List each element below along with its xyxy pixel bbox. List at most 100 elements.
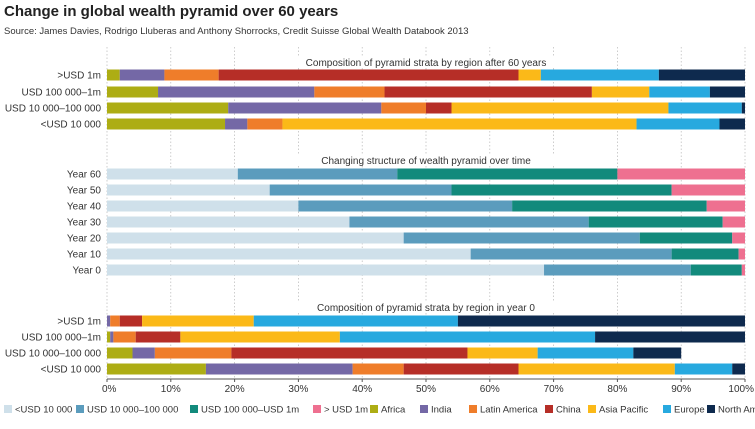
bar-segment-north-america: [457, 315, 745, 327]
bar-segment-latin-america: [110, 315, 120, 327]
legend-swatch-usd-10-000: [4, 405, 12, 413]
legend-label-latin-america: Latin America: [480, 405, 538, 416]
bar-segment-usd-100-000-usd-1m: [588, 216, 723, 228]
bar-segment-asia-pacific: [142, 315, 254, 327]
panel-title-bg: [257, 155, 595, 166]
bar-segment-europe: [674, 363, 733, 375]
row-label-year-30: Year 30: [67, 218, 102, 229]
bar-segment-usd-10-000-100-000: [403, 232, 640, 244]
bar-segment-usd-100-000-usd-1m: [690, 264, 742, 276]
bar-segment-africa: [107, 331, 111, 343]
bar-segment-usd-10-000: [107, 232, 404, 244]
bar-segment-asia-pacific: [591, 86, 650, 98]
bar-segment-north-america: [732, 363, 745, 375]
panel-title-bg: [257, 57, 595, 68]
row-label-usd-10-000-100-000: USD 10 000–100 000: [5, 104, 102, 115]
bar-segment-europe: [649, 86, 710, 98]
bar-segment-china: [384, 86, 592, 98]
row-label-year-10: Year 10: [67, 250, 102, 261]
legend-label-india: India: [431, 405, 452, 416]
bar-segment-india: [119, 69, 165, 81]
bar-segment-usd-10-000-100-000: [349, 216, 589, 228]
bar-segment-north-america: [741, 102, 745, 114]
bar-segment-usd-10-000-100-000: [470, 248, 672, 260]
row-label-usd-10-000-100-000: USD 10 000–100 000: [5, 349, 102, 360]
x-tick-label: 0%: [102, 384, 117, 395]
bar-segment-latin-america: [314, 86, 385, 98]
chart-subtitle: Source: James Davies, Rodrigo Lluberas a…: [4, 26, 469, 37]
panel-title: Composition of pyramid strata by region …: [306, 58, 547, 69]
x-tick-label: 20%: [225, 384, 245, 395]
bar-segment-usd-10-000-100-000: [269, 184, 452, 196]
bar-segment-usd-10-000: [107, 168, 238, 180]
bar-segment-latin-america: [381, 102, 426, 114]
bar-segment-usd-10-000: [107, 184, 270, 196]
x-tick-label: 90%: [671, 384, 691, 395]
bar-segment-usd-1m: [738, 248, 745, 260]
row-label-year-60: Year 60: [67, 170, 102, 181]
bar-segment-usd-1m: [706, 200, 745, 212]
bar-segment-asia-pacific: [518, 363, 675, 375]
row-label-usd-10-000: <USD 10 000: [41, 120, 102, 131]
bar-segment-china: [231, 347, 468, 359]
row-label-usd-1m: >USD 1m: [57, 71, 101, 82]
bar-segment-india: [107, 315, 111, 327]
bar-segment-usd-100-000-usd-1m: [639, 232, 733, 244]
bar-segment-india: [228, 102, 382, 114]
legend-swatch-africa: [370, 405, 378, 413]
legend-label-north-america: North America: [718, 405, 755, 416]
bar-segment-africa: [107, 86, 159, 98]
bar-segment-usd-10-000: [107, 200, 299, 212]
bar-segment-usd-10-000-100-000: [237, 168, 398, 180]
legend-swatch-north-america: [707, 405, 715, 413]
bar-segment-north-america: [719, 118, 745, 130]
legend-swatch-usd-10-000-100-000: [76, 405, 84, 413]
panel-title-bg: [257, 302, 595, 313]
row-label-year-50: Year 50: [67, 186, 102, 197]
x-tick-label: 100%: [728, 384, 754, 395]
legend-swatch-india: [420, 405, 428, 413]
bar-segment-africa: [107, 363, 206, 375]
legend-label-europe: Europe: [674, 405, 705, 416]
bar-segment-latin-america: [164, 69, 219, 81]
x-tick-label: 60%: [480, 384, 500, 395]
legend-label-asia-pacific: Asia Pacific: [599, 405, 648, 416]
bar-segment-usd-100-000-usd-1m: [512, 200, 707, 212]
legend-swatch-latin-america: [469, 405, 477, 413]
bar-segment-usd-1m: [741, 264, 745, 276]
x-tick-label: 50%: [416, 384, 436, 395]
bar-segment-asia-pacific: [467, 347, 538, 359]
bar-segment-europe: [537, 347, 634, 359]
bar-segment-north-america: [658, 69, 745, 81]
bar-segment-africa: [107, 102, 229, 114]
bar-segment-africa: [107, 69, 120, 81]
bar-segment-usd-10-000-100-000: [544, 264, 691, 276]
legend-label-usd-10-000-100-000: USD 10 000–100 000: [87, 405, 178, 416]
bar-segment-usd-10-000: [107, 264, 545, 276]
x-tick-label: 80%: [607, 384, 627, 395]
legend-label-usd-1m: > USD 1m: [324, 405, 368, 416]
row-label-usd-10-000: <USD 10 000: [41, 365, 102, 376]
panel-title: Changing structure of wealth pyramid ove…: [321, 156, 531, 167]
row-label-year-0: Year 0: [72, 266, 101, 277]
legend-label-usd-10-000: <USD 10 000: [15, 405, 72, 416]
bar-segment-usd-100-000-usd-1m: [397, 168, 618, 180]
bar-segment-india: [205, 363, 353, 375]
bar-segment-north-america: [709, 86, 745, 98]
legend-swatch-usd-1m: [313, 405, 321, 413]
bar-segment-asia-pacific: [180, 331, 340, 343]
bar-segment-china: [119, 315, 143, 327]
x-tick-label: 10%: [161, 384, 181, 395]
row-label-usd-1m: >USD 1m: [57, 317, 101, 328]
bar-segment-india: [110, 331, 114, 343]
bar-segment-usd-1m: [617, 168, 745, 180]
bar-segment-north-america: [595, 331, 745, 343]
legend-label-africa: Africa: [381, 405, 406, 416]
bar-segment-usd-1m: [732, 232, 745, 244]
bar-segment-india: [132, 347, 155, 359]
legend-swatch-usd-100-000-usd-1m: [190, 405, 198, 413]
bar-segment-asia-pacific: [282, 118, 637, 130]
legend-label-usd-100-000-usd-1m: USD 100 000–USD 1m: [201, 405, 299, 416]
bar-segment-asia-pacific: [451, 102, 669, 114]
legend-swatch-europe: [663, 405, 671, 413]
